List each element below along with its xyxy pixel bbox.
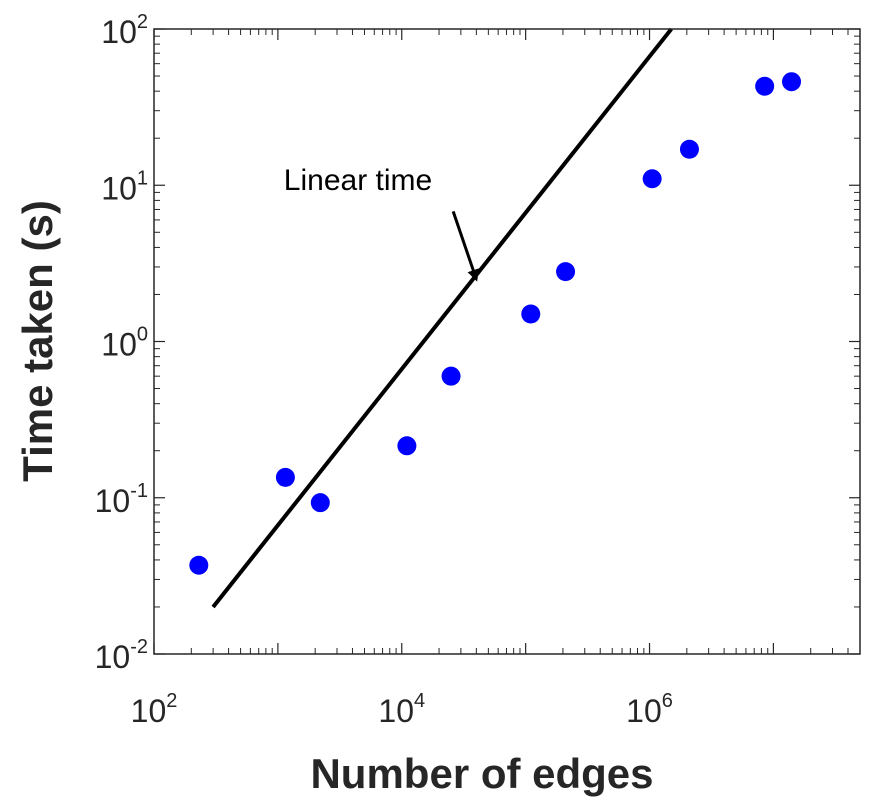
y-tick-base: 10 <box>101 170 137 206</box>
y-tick-base: 10 <box>95 639 131 675</box>
data-point <box>275 467 295 487</box>
x-tick-exponent: 6 <box>662 690 673 712</box>
y-axis-title: Time taken (s) <box>14 200 61 482</box>
data-point <box>782 72 802 92</box>
y-tick-exponent: 0 <box>137 324 148 346</box>
data-point <box>521 304 541 324</box>
x-axis-title: Number of edges <box>310 750 653 797</box>
x-tick-base: 10 <box>378 693 414 729</box>
y-tick-label: 10-1 <box>95 480 148 519</box>
annotation-arrow <box>451 210 479 282</box>
y-tick-base: 10 <box>95 483 131 519</box>
data-point <box>441 366 461 386</box>
data-point <box>556 262 576 282</box>
data-point <box>679 139 699 159</box>
minor-ticks <box>154 29 861 654</box>
y-tick-exponent: -2 <box>130 636 148 658</box>
data-point <box>189 555 209 575</box>
y-tick-exponent: -1 <box>130 480 148 502</box>
x-tick-base: 10 <box>131 693 167 729</box>
x-tick-label: 106 <box>626 690 673 729</box>
y-tick-label: 100 <box>101 324 148 363</box>
data-point <box>642 169 662 189</box>
y-tick-exponent: 1 <box>137 167 148 189</box>
y-tick-base: 10 <box>101 14 137 50</box>
y-tick-label: 10-2 <box>95 636 148 675</box>
y-tick-base: 10 <box>101 327 137 363</box>
x-tick-label: 102 <box>131 690 178 729</box>
y-tick-label: 101 <box>101 167 148 206</box>
x-tick-base: 10 <box>626 693 662 729</box>
x-tick-exponent: 4 <box>414 690 425 712</box>
data-point <box>397 436 417 456</box>
data-point <box>755 76 775 96</box>
x-tick-exponent: 2 <box>166 690 177 712</box>
annotation-label: Linear time <box>284 164 432 197</box>
y-tick-exponent: 2 <box>137 11 148 33</box>
plot-frame <box>153 28 861 655</box>
plot-area <box>154 29 860 654</box>
y-tick-label: 102 <box>101 11 148 50</box>
x-tick-label: 104 <box>378 690 425 729</box>
linear-time-line <box>211 27 673 609</box>
data-point <box>310 493 330 513</box>
